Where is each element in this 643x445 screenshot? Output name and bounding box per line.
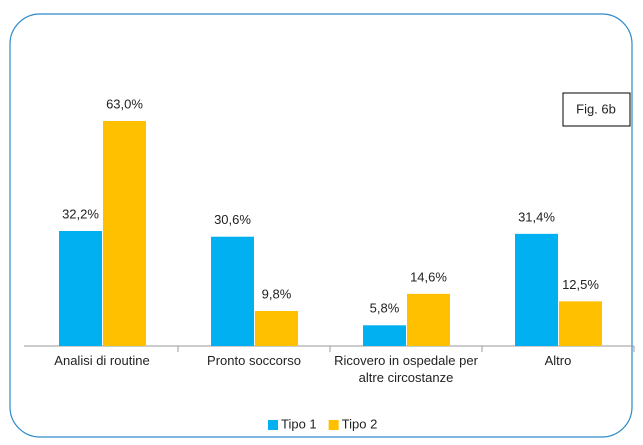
value-label: 12,5% (562, 277, 599, 292)
legend-label: Tipo 1 (281, 416, 317, 431)
bar (255, 311, 298, 346)
value-label: 31,4% (518, 209, 555, 224)
legend-swatch (268, 420, 278, 430)
legend-label: Tipo 2 (342, 416, 378, 431)
bar (103, 121, 146, 346)
bar (559, 301, 602, 346)
chart-frame (9, 13, 633, 438)
bar (59, 231, 102, 346)
x-tick-label: Ricovero in ospedale per altre circostan… (334, 353, 478, 385)
value-label: 14,6% (410, 269, 447, 284)
value-label: 30,6% (214, 212, 251, 227)
bar (515, 233, 558, 346)
value-label: 5,8% (370, 301, 400, 316)
bar (211, 236, 254, 346)
x-tick-label: Altro (544, 353, 572, 368)
value-label: 9,8% (262, 286, 292, 301)
annotation: Fig. 6b (576, 101, 616, 116)
value-label: 63,0% (106, 96, 143, 111)
legend-swatch (328, 420, 339, 430)
bar (407, 293, 450, 346)
annotation-box (562, 92, 631, 127)
value-label: 32,2% (62, 206, 99, 221)
bar (363, 325, 406, 346)
x-tick-label: Pronto soccorso (207, 353, 301, 368)
x-tick-label: Analisi di routine (54, 353, 150, 368)
